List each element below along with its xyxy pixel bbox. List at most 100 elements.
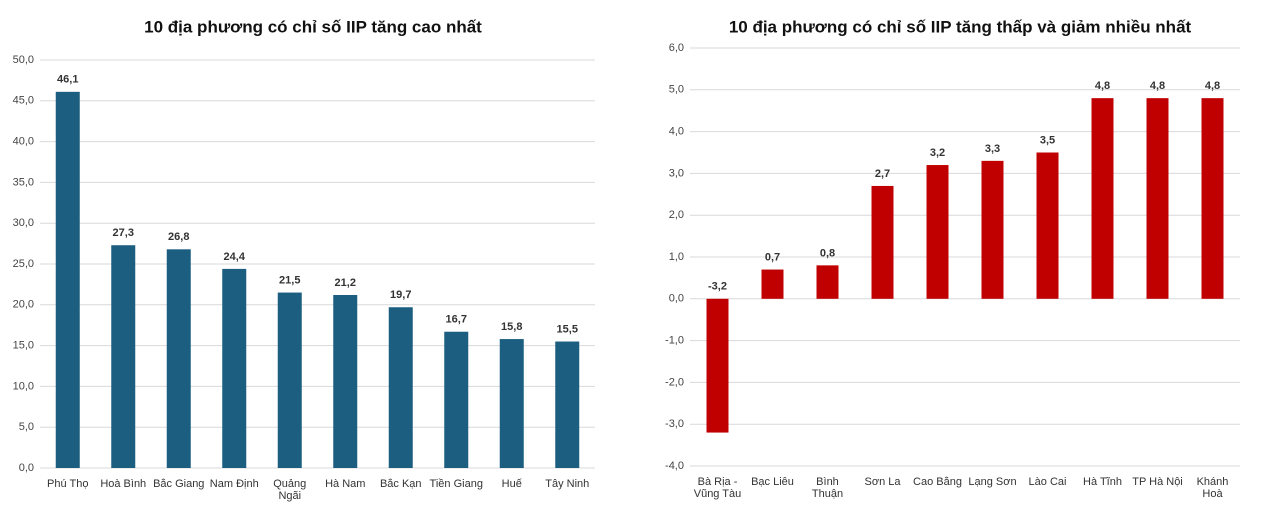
x-label-box: Hoà Bình <box>100 478 147 490</box>
x-tick-label: Bắc Giang <box>153 478 205 490</box>
y-tick-label: 30,0 <box>13 217 34 229</box>
value-label: 26,8 <box>168 231 189 243</box>
x-label-box: Khánh Hoà <box>1196 476 1229 500</box>
bar <box>555 341 580 468</box>
value-label: 4,8 <box>1205 80 1220 92</box>
x-tick-label: Lào Cai <box>1028 476 1067 488</box>
x-label-box: Bạc Liêu <box>751 476 794 488</box>
x-tick-label: Bình Thuận <box>811 476 844 500</box>
x-label-box: Phú Thọ <box>47 478 88 490</box>
bar <box>706 298 729 433</box>
y-tick-label: 3,0 <box>669 167 684 179</box>
x-tick-label: Tây Ninh <box>545 478 590 490</box>
y-tick-label: 45,0 <box>13 95 34 107</box>
value-label: -3,2 <box>708 281 727 293</box>
value-label: 16,7 <box>446 314 467 326</box>
y-tick-label: 15,0 <box>13 340 34 352</box>
value-label: 2,7 <box>875 168 890 180</box>
y-tick-label: 6,0 <box>669 42 684 54</box>
value-label: 24,4 <box>224 251 246 263</box>
bar <box>761 269 784 299</box>
value-label: 27,3 <box>113 227 134 239</box>
y-tick-label: 4,0 <box>669 126 684 138</box>
bar <box>499 339 524 468</box>
y-tick-label: 20,0 <box>13 299 34 311</box>
value-label: 15,5 <box>557 323 578 335</box>
y-tick-label: 1,0 <box>669 251 684 263</box>
value-label: 4,8 <box>1095 80 1110 92</box>
value-label: 3,3 <box>985 143 1000 155</box>
x-tick-label: Lạng Sơn <box>968 476 1017 488</box>
x-tick-label: Hoà Bình <box>100 478 147 490</box>
x-label-box: Lào Cai <box>1028 476 1067 488</box>
y-tick-label: 50,0 <box>13 54 34 66</box>
x-label-box: Bắc Kạn <box>379 478 422 490</box>
y-tick-label: 5,0 <box>669 84 684 96</box>
bar <box>166 249 191 468</box>
x-tick-label: Hà Tĩnh <box>1083 476 1122 488</box>
bar <box>55 91 80 468</box>
x-tick-label: Bắc Kạn <box>379 478 422 490</box>
value-label: 3,2 <box>930 147 945 159</box>
bar <box>1091 98 1114 299</box>
x-tick-label: Hà Nam <box>325 478 366 490</box>
y-tick-label: 35,0 <box>13 176 34 188</box>
x-label-box: Quảng Ngãi <box>273 478 307 502</box>
x-tick-label: Huế <box>501 478 522 490</box>
x-label-box: Lạng Sơn <box>968 476 1017 488</box>
x-label-box: Hà Tĩnh <box>1083 476 1122 488</box>
bar <box>1146 98 1169 299</box>
x-label-box: Tây Ninh <box>545 478 590 490</box>
y-tick-label: 10,0 <box>13 380 34 392</box>
x-label-box: Sơn La <box>865 476 901 488</box>
bar <box>926 165 949 299</box>
value-label: 3,5 <box>1040 134 1055 146</box>
x-tick-label: Cao Bằng <box>913 476 962 488</box>
bar <box>444 331 469 468</box>
x-label-box: TP Hà Nội <box>1132 476 1183 488</box>
x-label-box: Tiền Giang <box>429 478 483 490</box>
bar <box>981 160 1004 299</box>
value-label: 21,2 <box>335 277 356 289</box>
bar <box>871 185 894 299</box>
x-tick-label: Tiền Giang <box>429 478 483 490</box>
x-label-box: Nam Định <box>209 478 259 490</box>
x-label-box: Huế <box>501 478 522 490</box>
x-tick-label: Bạc Liêu <box>751 476 794 488</box>
y-tick-label: 0,0 <box>669 293 684 305</box>
bar <box>222 268 247 468</box>
x-tick-label: Bà Rịa - Vũng Tàu <box>693 476 742 500</box>
value-label: 19,7 <box>390 289 411 301</box>
bar <box>1201 98 1224 299</box>
x-label-box: Hà Nam <box>325 478 366 490</box>
y-tick-label: 0,0 <box>19 462 34 474</box>
value-label: 46,1 <box>57 74 78 86</box>
y-tick-label: -4,0 <box>665 460 684 472</box>
x-tick-label: Khánh Hoà <box>1196 476 1229 500</box>
bar <box>111 245 136 468</box>
y-tick-label: -1,0 <box>665 335 684 347</box>
y-tick-label: 40,0 <box>13 136 34 148</box>
x-tick-label: Nam Định <box>209 478 259 490</box>
x-label-box: Bà Rịa - Vũng Tàu <box>693 476 742 500</box>
y-tick-label: -2,0 <box>665 376 684 388</box>
y-tick-label: 2,0 <box>669 209 684 221</box>
value-label: 21,5 <box>279 274 300 286</box>
x-label-box: Cao Bằng <box>913 476 962 488</box>
value-label: 0,7 <box>765 251 780 263</box>
x-tick-label: TP Hà Nội <box>1132 476 1183 488</box>
value-label: 15,8 <box>501 321 522 333</box>
x-tick-label: Quảng Ngãi <box>273 478 307 502</box>
y-tick-label: 5,0 <box>19 421 34 433</box>
value-label: 4,8 <box>1150 80 1165 92</box>
x-label-box: Bình Thuận <box>811 476 844 500</box>
y-tick-label: 25,0 <box>13 258 34 270</box>
bar <box>1036 152 1059 299</box>
y-tick-label: -3,0 <box>665 418 684 430</box>
bar <box>333 295 358 468</box>
value-label: 0,8 <box>820 247 835 259</box>
chart-title: 10 địa phương có chỉ số IIP tăng cao nhấ… <box>144 17 482 36</box>
x-label-box: Bắc Giang <box>153 478 205 490</box>
bar <box>277 292 302 468</box>
